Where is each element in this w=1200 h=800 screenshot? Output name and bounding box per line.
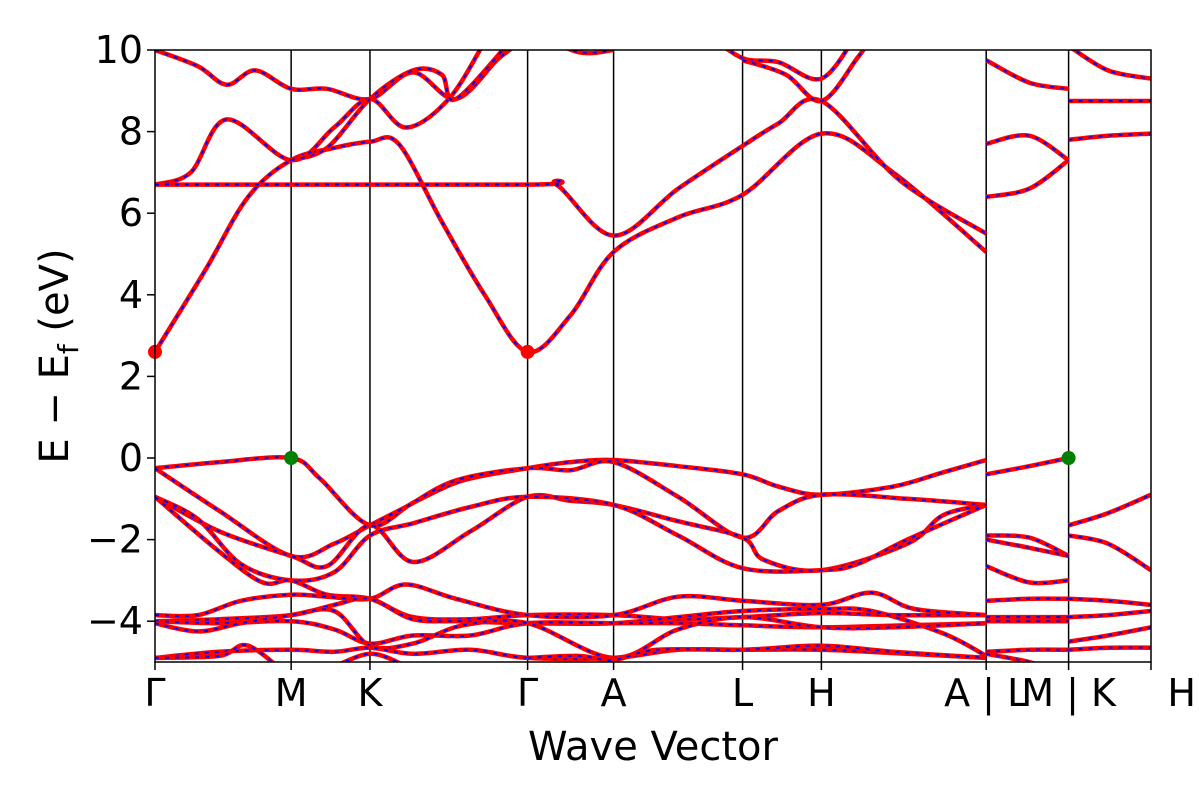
y-tick-label: −2 xyxy=(87,518,143,562)
x-tick-label: H xyxy=(1167,671,1196,715)
band-v10-red xyxy=(155,645,987,662)
band-c5-blue xyxy=(290,50,504,162)
band-v3-red xyxy=(155,492,987,574)
band-lm1-blue xyxy=(986,597,1069,602)
x-tick-label: L xyxy=(732,671,753,715)
band-c4-blue xyxy=(155,50,512,101)
y-tick-label: 2 xyxy=(119,354,143,398)
band-c2-red xyxy=(155,50,483,187)
band-lm-c3-blue xyxy=(985,59,1069,90)
x-tick-label: M | K xyxy=(1021,671,1117,716)
y-axis-ticks: −4 −2 0 2 4 6 8 10 xyxy=(87,28,155,643)
band-kh4-blue xyxy=(1068,646,1151,651)
y-tick-label: 4 xyxy=(119,273,143,317)
x-axis-ticks: Γ M K Γ A L H A | LM | K H xyxy=(144,662,1196,716)
band-v2c-red xyxy=(1068,533,1151,573)
band-lm-c1-red xyxy=(985,158,1070,200)
y-tick-label: 0 xyxy=(119,436,143,480)
band-v3-blue xyxy=(155,494,987,572)
band-kh2-blue xyxy=(1068,610,1151,619)
band-c8-blue xyxy=(742,50,865,103)
x-tick-label: A xyxy=(601,671,627,715)
x-tick-label: Γ xyxy=(517,671,538,715)
band-lm-c2-blue xyxy=(985,134,1070,162)
x-tick-label: H xyxy=(807,671,836,715)
y-tick-label: 6 xyxy=(119,191,143,235)
band-v1b-blue xyxy=(986,457,1069,476)
band-c2-blue xyxy=(155,50,482,186)
y-tick-label: −4 xyxy=(87,599,143,643)
y-tick-label: 8 xyxy=(119,110,143,154)
band-c1-red xyxy=(155,131,988,355)
band-v4-blue xyxy=(155,495,987,582)
band-v1c-blue xyxy=(1068,493,1151,527)
plot-frame xyxy=(154,49,1152,663)
high-symmetry-lines xyxy=(290,50,1070,662)
y-tick-label: 10 xyxy=(95,28,143,72)
band-kh-c3-blue xyxy=(1072,50,1151,80)
band-kh3-blue xyxy=(1068,626,1151,643)
marker-vbm-1 xyxy=(284,451,299,465)
band-v9-blue xyxy=(155,608,987,659)
band-v2-blue xyxy=(155,460,987,559)
band-c5-red xyxy=(290,50,506,163)
y-axis-label-subscript: f xyxy=(52,343,85,354)
band-v6-blue xyxy=(155,583,987,619)
band-c9-red xyxy=(771,34,821,42)
band-v13-blue xyxy=(527,644,987,662)
band-v2-red xyxy=(155,458,987,560)
band-lm-c2-red xyxy=(985,132,1070,163)
band-v11-blue xyxy=(155,643,274,662)
band-lm5-blue xyxy=(986,652,1033,662)
band-v4-red xyxy=(155,494,988,584)
band-c3-blue xyxy=(155,97,987,237)
extrema-markers xyxy=(148,344,1076,465)
band-kh-c3-red xyxy=(1070,50,1151,81)
band-kh1-blue xyxy=(1068,597,1151,606)
x-tick-label: K xyxy=(358,671,384,715)
band-v4b-blue xyxy=(985,565,1069,585)
x-axis-label: Wave Vector xyxy=(528,724,779,770)
y-axis-label-unit: (eV) xyxy=(32,248,78,344)
y-axis-label: E − Ef (eV) xyxy=(32,248,85,463)
band-c8-red xyxy=(741,50,867,104)
band-lm4-blue xyxy=(986,648,1069,653)
band-v1-blue xyxy=(155,456,987,527)
x-tick-label: Γ xyxy=(144,671,165,715)
band-lm-c1-blue xyxy=(986,159,1070,198)
x-tick-label: A | L xyxy=(944,671,1028,716)
band-v3b-blue xyxy=(986,538,1069,557)
band-v4b-red xyxy=(985,563,1069,586)
band-v2c-blue xyxy=(1068,534,1151,572)
band-v12-red xyxy=(339,651,403,662)
band-v2b-blue xyxy=(986,534,1070,557)
band-c1-blue xyxy=(155,132,987,354)
band-lm-c3-red xyxy=(985,58,1069,92)
marker-vbm-2 xyxy=(1061,451,1076,465)
x-tick-label: M xyxy=(275,671,308,715)
band-v5-red xyxy=(155,495,987,622)
marker-cbm-2 xyxy=(520,344,535,359)
band-c6-blue xyxy=(568,50,614,55)
band-v5-blue xyxy=(155,496,987,621)
y-axis-label-main: E − E xyxy=(32,354,78,464)
band-c9-blue xyxy=(771,34,821,42)
band-lines xyxy=(155,34,1151,662)
band-kh-c1-blue xyxy=(1068,132,1151,141)
band-c7-blue xyxy=(726,50,848,81)
